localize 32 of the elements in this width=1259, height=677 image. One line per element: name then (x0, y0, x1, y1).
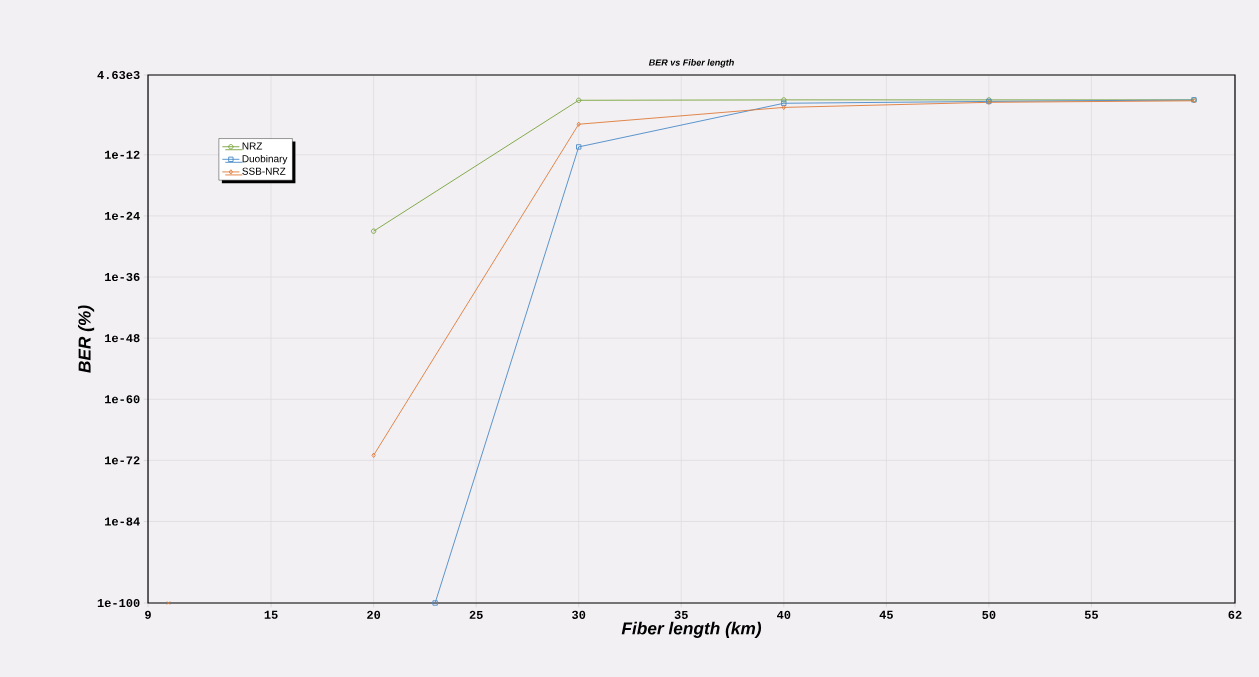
y-tick-label: 1e-60 (105, 395, 140, 404)
x-tick-label: 45 (879, 610, 893, 619)
x-axis-title: Fiber length (km) (621, 621, 762, 638)
chart-title: BER vs Fiber length (648, 59, 734, 68)
legend-label: NRZ (242, 142, 263, 150)
y-tick-label: 1e-84 (105, 517, 140, 526)
y-tick-label: 1e-36 (105, 272, 140, 282)
y-tick-label: 1e-72 (105, 456, 140, 465)
point (576, 121, 581, 127)
y-axis-title: BER (%) (78, 305, 95, 373)
y-tick-label: 1e-100 (97, 598, 140, 608)
y-tick-label: 1e-24 (105, 211, 140, 220)
legend-label: Duobinary (242, 154, 288, 165)
x-tick-label: 30 (572, 610, 586, 619)
y-tick-label: 1e-12 (105, 150, 140, 159)
point (432, 600, 438, 606)
x-tick-label: 62 (1228, 610, 1242, 619)
y-tick-label: 1e-48 (105, 334, 140, 343)
point (576, 144, 582, 150)
x-tick-label: 50 (982, 610, 996, 619)
x-tick-label: 15 (264, 610, 278, 619)
point (781, 104, 786, 111)
x-tick-label: 55 (1084, 610, 1098, 619)
x-tick-label: 9 (145, 610, 151, 619)
y-tick-label: 4.63e3 (97, 70, 140, 80)
point (576, 97, 582, 103)
legend-label: SSB-NRZ (242, 167, 286, 175)
x-tick-label: 35 (674, 610, 688, 619)
x-tick-label: 25 (469, 610, 483, 619)
x-tick-label: 20 (367, 610, 381, 619)
point (166, 600, 171, 605)
x-tick-label: 40 (777, 610, 791, 619)
